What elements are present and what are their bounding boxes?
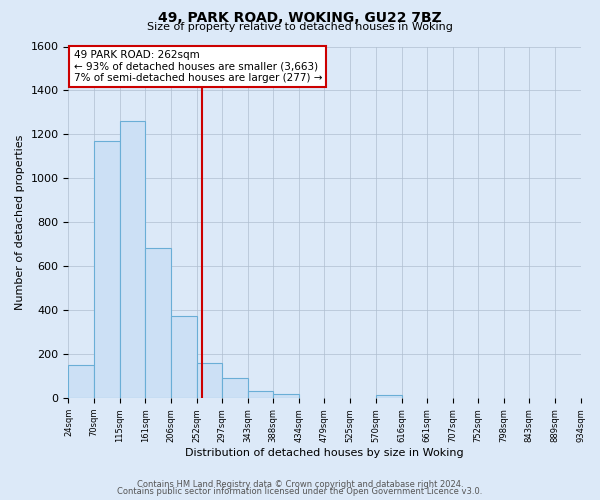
Text: Contains public sector information licensed under the Open Government Licence v3: Contains public sector information licen… — [118, 488, 482, 496]
Bar — [94, 141, 119, 398]
X-axis label: Distribution of detached houses by size in Woking: Distribution of detached houses by size … — [185, 448, 464, 458]
Bar — [222, 378, 248, 398]
Y-axis label: Number of detached properties: Number of detached properties — [15, 134, 25, 310]
Text: Contains HM Land Registry data © Crown copyright and database right 2024.: Contains HM Land Registry data © Crown c… — [137, 480, 463, 489]
Bar — [119, 121, 145, 398]
Bar — [376, 395, 401, 398]
Bar — [197, 363, 222, 398]
Text: 49 PARK ROAD: 262sqm
← 93% of detached houses are smaller (3,663)
7% of semi-det: 49 PARK ROAD: 262sqm ← 93% of detached h… — [74, 50, 322, 83]
Bar — [145, 248, 171, 398]
Text: 49, PARK ROAD, WOKING, GU22 7BZ: 49, PARK ROAD, WOKING, GU22 7BZ — [158, 11, 442, 25]
Text: Size of property relative to detached houses in Woking: Size of property relative to detached ho… — [147, 22, 453, 32]
Bar — [171, 316, 197, 398]
Bar — [248, 390, 273, 398]
Bar — [68, 365, 94, 398]
Bar — [273, 394, 299, 398]
